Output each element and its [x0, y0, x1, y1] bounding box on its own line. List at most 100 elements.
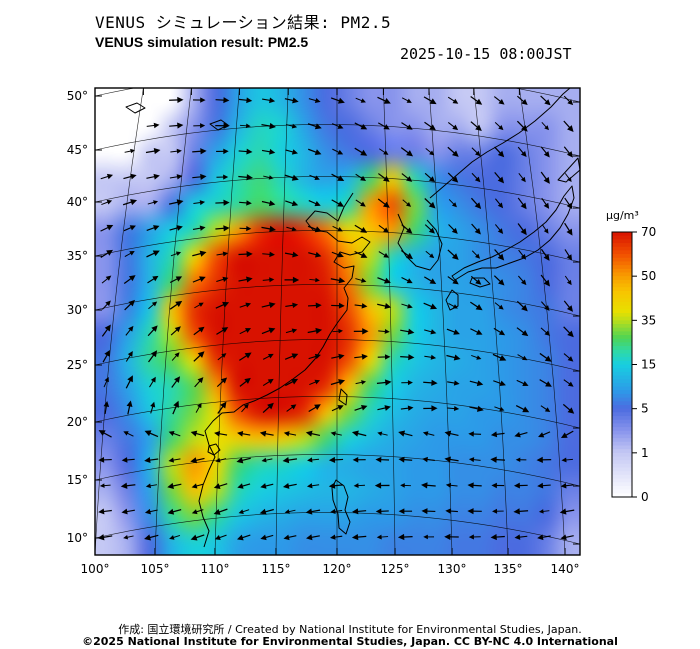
colorbar-segment	[612, 467, 632, 472]
wind-arrow	[541, 224, 549, 234]
wind-arrow-head	[429, 253, 435, 259]
wind-arrow-head	[521, 330, 529, 337]
colorbar-segment	[612, 404, 632, 410]
wind-arrow	[308, 148, 322, 155]
wind-arrow	[560, 430, 574, 439]
longitude-line	[428, 88, 453, 555]
wind-arrow	[376, 534, 389, 540]
wind-arrow-head	[291, 174, 299, 181]
wind-arrow	[421, 508, 436, 515]
wind-arrow	[330, 534, 343, 540]
wind-arrow-head	[222, 301, 230, 308]
wind-arrow	[494, 146, 505, 158]
wind-arrow-head	[544, 99, 551, 106]
wind-arrow-head	[567, 125, 574, 132]
wind-arrow-head	[520, 202, 527, 210]
wind-arrow-head	[337, 405, 344, 411]
wind-arrow	[213, 483, 228, 489]
colorbar-segment	[612, 401, 632, 406]
colorbar-segment	[612, 283, 632, 288]
colorbar-segment	[612, 265, 632, 270]
wind-arrow	[377, 431, 388, 436]
lat-tick-label: 30°	[67, 303, 88, 317]
coastlines	[125, 88, 580, 548]
wind-arrow	[284, 353, 299, 360]
wind-arrow-head	[498, 125, 504, 131]
colorbar-segment	[612, 408, 632, 413]
wind-arrow	[145, 147, 161, 155]
wind-arrow	[193, 326, 205, 336]
wind-arrow	[216, 148, 229, 155]
wind-arrow	[492, 353, 507, 361]
wind-arrow	[331, 199, 345, 207]
wind-arrow	[471, 355, 482, 360]
wind-arrow-head	[428, 176, 436, 183]
wind-arrow-head	[490, 533, 497, 541]
wind-arrow-head	[246, 251, 253, 258]
wind-arrow-head	[245, 123, 251, 129]
wind-arrow-head	[200, 97, 206, 103]
wind-arrow-head	[337, 123, 344, 129]
wind-arrow-head	[144, 534, 151, 541]
wind-arrow-head	[307, 457, 313, 463]
wind-arrow	[238, 174, 253, 181]
wind-arrow	[100, 173, 114, 180]
wind-arrow-head	[291, 353, 299, 360]
wind-arrow	[494, 198, 504, 209]
wind-arrow-head	[144, 430, 152, 437]
wind-arrow-head	[260, 534, 267, 541]
wind-arrow-head	[269, 148, 276, 155]
pm25-heatmap-canvas	[95, 88, 580, 555]
wind-arrow	[100, 224, 114, 232]
wind-arrow	[239, 377, 251, 387]
wind-arrow-head	[267, 402, 274, 410]
colorbar-segment	[612, 324, 632, 329]
wind-arrow	[355, 199, 366, 207]
colorbar-segment	[612, 368, 632, 373]
wind-arrow-head	[566, 151, 573, 158]
wind-arrow	[377, 96, 391, 104]
wind-arrow-head	[406, 150, 414, 157]
lon-tick-label: 115°	[262, 562, 291, 576]
latitude-line	[95, 230, 580, 263]
wind-arrow	[168, 431, 181, 437]
wind-arrow-head	[199, 276, 206, 282]
lat-tick-label: 50°	[67, 89, 88, 103]
wind-arrow-head	[452, 98, 459, 104]
colorbar-segment	[612, 360, 632, 366]
coastline	[557, 157, 580, 183]
wind-arrow	[560, 482, 574, 489]
wind-arrow	[147, 275, 159, 284]
longitude-line	[275, 88, 289, 555]
wind-arrow	[351, 534, 367, 541]
wind-arrow-head	[168, 431, 175, 437]
wind-arrow-head	[406, 252, 414, 260]
wind-arrow	[560, 534, 574, 541]
wind-arrow-head	[397, 533, 405, 541]
wind-arrow	[191, 483, 204, 489]
lat-tick-label: 35°	[67, 249, 88, 263]
wind-arrow-head	[453, 354, 461, 361]
lon-tick-label: 105°	[141, 562, 170, 576]
wind-arrow	[215, 122, 230, 129]
wind-arrow-head	[360, 149, 368, 156]
wind-arrow-head	[223, 148, 229, 155]
wind-arrow	[424, 276, 437, 284]
lat-tick-label: 45°	[67, 143, 88, 157]
wind-arrow-head	[522, 380, 529, 387]
wind-arrow	[447, 276, 459, 285]
wind-arrow	[331, 405, 344, 412]
wind-arrow	[424, 172, 436, 183]
colorbar-segment	[612, 257, 632, 263]
wind-arrow	[401, 224, 413, 234]
wind-arrow	[401, 173, 413, 182]
wind-arrow	[169, 96, 184, 104]
graticule	[95, 88, 580, 555]
wind-arrow-head	[145, 483, 152, 489]
wind-arrow-head	[174, 376, 181, 383]
wind-arrow-head	[476, 405, 484, 412]
wind-arrow	[237, 430, 251, 437]
wind-arrow	[169, 276, 183, 284]
wind-arrow-head	[360, 98, 366, 103]
